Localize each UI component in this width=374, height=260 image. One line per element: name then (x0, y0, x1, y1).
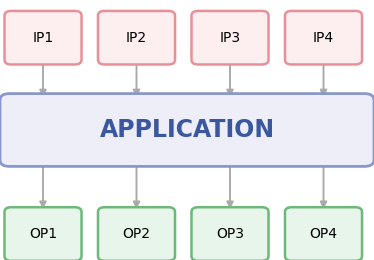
FancyBboxPatch shape (285, 11, 362, 64)
Text: IP4: IP4 (313, 31, 334, 45)
Text: OP2: OP2 (123, 227, 150, 241)
Text: IP1: IP1 (33, 31, 53, 45)
FancyBboxPatch shape (191, 207, 269, 260)
FancyBboxPatch shape (4, 207, 82, 260)
Text: IP3: IP3 (220, 31, 240, 45)
FancyBboxPatch shape (4, 11, 82, 64)
Text: OP3: OP3 (216, 227, 244, 241)
FancyBboxPatch shape (98, 11, 175, 64)
FancyBboxPatch shape (98, 207, 175, 260)
Text: IP2: IP2 (126, 31, 147, 45)
FancyBboxPatch shape (285, 207, 362, 260)
Text: APPLICATION: APPLICATION (99, 118, 275, 142)
FancyBboxPatch shape (191, 11, 269, 64)
FancyBboxPatch shape (0, 94, 374, 166)
Text: OP4: OP4 (310, 227, 337, 241)
Text: OP1: OP1 (29, 227, 57, 241)
